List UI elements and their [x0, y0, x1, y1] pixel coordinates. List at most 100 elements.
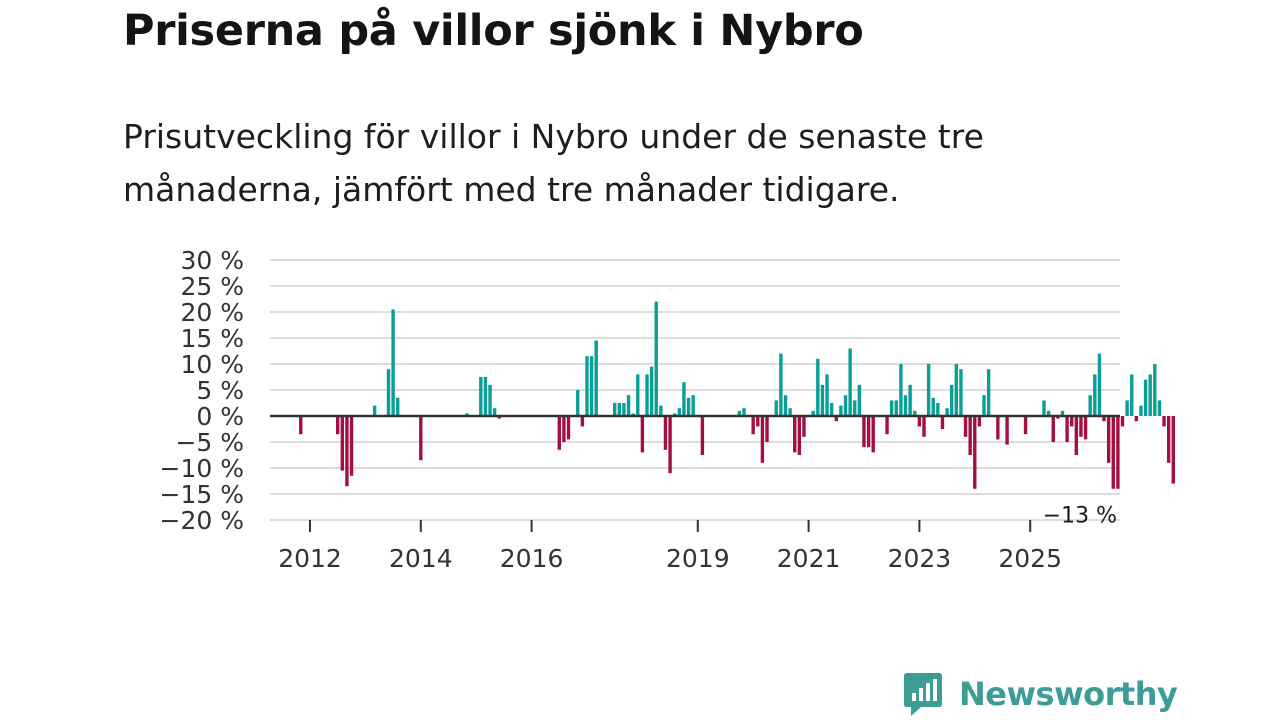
bar — [1111, 416, 1115, 489]
bar — [825, 374, 829, 416]
chart-title: Priserna på villor sjönk i Nybro — [123, 6, 864, 56]
bar — [1125, 400, 1129, 416]
gridlines — [270, 259, 1120, 521]
bar — [973, 416, 977, 489]
bar — [1148, 374, 1152, 416]
bar — [903, 395, 908, 416]
bar — [649, 366, 654, 416]
bar — [926, 364, 931, 416]
bar — [299, 416, 303, 435]
end-value-label: −13 % — [1043, 504, 1117, 529]
bar — [1162, 416, 1166, 427]
bar — [396, 397, 400, 416]
bar — [626, 395, 631, 416]
bar — [986, 369, 991, 416]
bar — [843, 395, 848, 416]
bar — [386, 369, 391, 416]
bar — [783, 395, 788, 416]
bar — [963, 416, 968, 437]
bar — [562, 416, 566, 442]
bar — [737, 410, 742, 416]
bar — [1120, 416, 1125, 427]
bar — [576, 390, 580, 416]
bar — [917, 416, 922, 427]
y-tick-label: 30 % — [180, 246, 244, 275]
bar — [1074, 416, 1079, 455]
bar — [622, 403, 626, 416]
x-tick-label: 2019 — [666, 544, 730, 573]
bar — [1046, 410, 1051, 416]
x-tick-label: 2016 — [500, 544, 564, 573]
y-tick-label: 10 % — [180, 350, 244, 379]
bar — [922, 416, 926, 437]
bar — [885, 416, 889, 435]
bar — [1157, 400, 1162, 416]
bar — [954, 364, 959, 416]
bar — [349, 416, 354, 476]
bar — [594, 340, 598, 416]
bars — [299, 301, 1175, 489]
bar — [899, 364, 903, 416]
bar-chart: 30 %25 %20 %15 %10 %5 %0 %−5 %−10 %−15 %… — [160, 246, 1175, 573]
bar — [640, 416, 645, 453]
x-tick-label: 2021 — [777, 544, 841, 573]
bar — [492, 408, 497, 416]
bar — [853, 400, 857, 416]
bar — [742, 408, 746, 416]
bar — [479, 377, 483, 416]
bar — [848, 348, 852, 416]
bar — [1023, 416, 1028, 435]
newsworthy-brand[interactable]: Newsworthy — [903, 670, 1178, 718]
bar — [913, 410, 917, 416]
bar — [585, 356, 589, 416]
bar — [1060, 410, 1065, 416]
bar — [1005, 416, 1009, 445]
bar — [949, 384, 954, 416]
bar — [1097, 353, 1102, 416]
bar — [779, 353, 783, 416]
bar — [645, 374, 649, 416]
bar — [871, 416, 875, 453]
y-tick-label: −20 % — [160, 506, 244, 535]
bar — [1065, 416, 1069, 442]
bar — [465, 413, 469, 416]
bar — [345, 416, 349, 487]
y-tick-label: 15 % — [180, 324, 244, 353]
bar — [419, 416, 423, 461]
chart-subtitle: Prisutveckling för villor i Nybro under … — [123, 117, 984, 209]
bar — [654, 301, 658, 416]
bar — [751, 416, 755, 435]
bar — [788, 408, 792, 416]
y-tick-label: 20 % — [180, 298, 244, 327]
bar — [977, 416, 982, 427]
bar — [1153, 364, 1157, 416]
bar — [636, 374, 640, 416]
bar — [580, 416, 585, 427]
bar — [839, 405, 843, 416]
bar — [612, 403, 617, 416]
bar — [820, 384, 825, 416]
bar — [700, 416, 705, 455]
bar — [797, 416, 802, 455]
bar — [1130, 374, 1134, 416]
bar — [1171, 416, 1175, 484]
bar — [857, 384, 862, 416]
bar — [908, 384, 912, 416]
bar — [497, 416, 501, 419]
bar — [889, 400, 894, 416]
bar — [834, 416, 838, 422]
bar — [617, 403, 622, 416]
bar — [682, 382, 686, 416]
y-tick-label: 0 % — [196, 402, 244, 431]
bar — [996, 416, 1000, 440]
bar — [677, 408, 682, 416]
x-tick-label: 2023 — [888, 544, 952, 573]
bar — [940, 416, 945, 429]
bar — [1166, 416, 1171, 463]
bar — [760, 416, 765, 463]
bar — [1070, 416, 1074, 427]
bar — [1134, 416, 1139, 422]
bar — [959, 369, 963, 416]
bar — [1088, 395, 1092, 416]
bar — [668, 416, 672, 474]
